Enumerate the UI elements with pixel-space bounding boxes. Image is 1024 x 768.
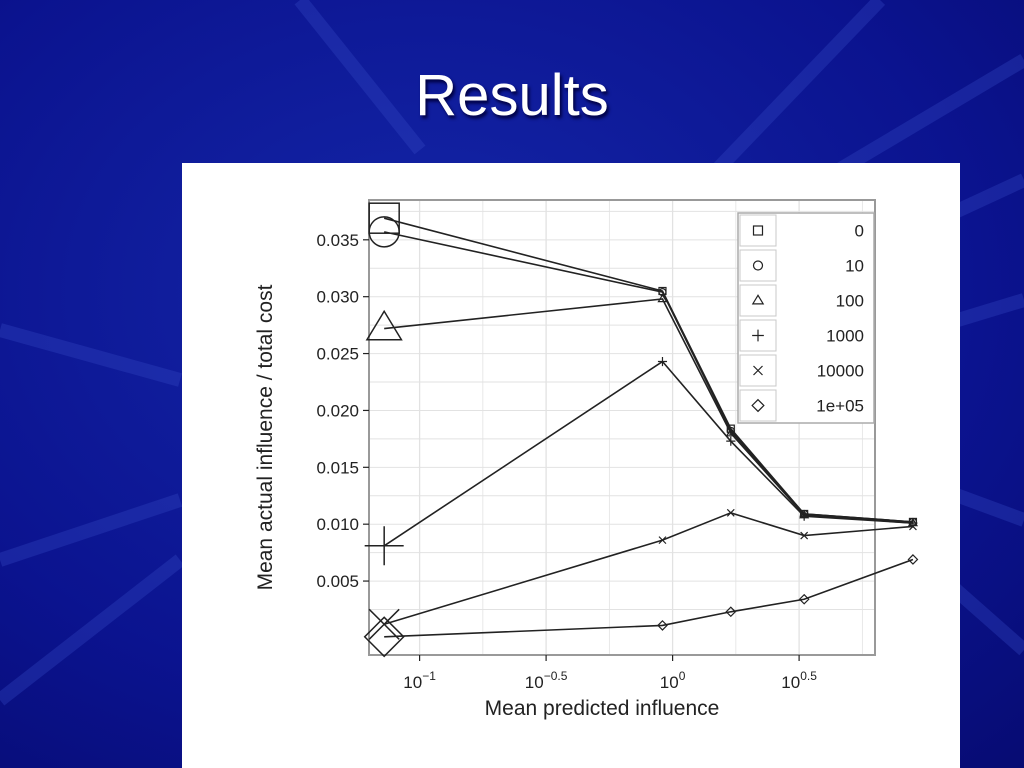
series-diamond [363, 554, 919, 658]
legend-label: 1000 [826, 327, 864, 346]
x-tick-label: 100.5 [781, 669, 817, 692]
legend-marker [752, 329, 764, 342]
y-tick-label: 0.010 [316, 515, 359, 534]
legend-marker [753, 365, 763, 376]
data-point [363, 616, 405, 658]
data-point [726, 426, 735, 436]
legend-marker [752, 225, 764, 236]
data-point [657, 293, 668, 303]
plot-frame [368, 199, 876, 656]
data-point [365, 309, 403, 341]
data-point [907, 554, 919, 565]
data-point [368, 608, 400, 640]
legend-label: 10000 [817, 362, 864, 381]
chart-panel: 0.005 0.010 0.015 0.020 0.025 0.030 0.035 10−1 1… [182, 163, 960, 768]
y-tick-label: 0.020 [316, 401, 359, 420]
y-tick-label: 0.035 [316, 231, 359, 250]
legend-label: 10 [845, 257, 864, 276]
x-axis-title: Mean predicted influence [485, 697, 720, 720]
data-point [726, 508, 735, 517]
y-tick-label: 0.005 [316, 572, 359, 591]
data-point [368, 216, 400, 248]
y-tick-label: 0.030 [316, 288, 359, 307]
legend-key-box [739, 389, 777, 422]
data-point [799, 511, 809, 521]
legend-box [737, 212, 875, 424]
legend-marker [751, 294, 765, 305]
data-point [909, 522, 917, 531]
x-tick-label: 100 [660, 669, 686, 692]
legend-label: 100 [836, 292, 864, 311]
data-point [725, 606, 737, 618]
legend-marker [752, 260, 764, 271]
legend-key-box [739, 354, 777, 387]
data-point [657, 620, 668, 631]
data-point [800, 531, 809, 540]
series-line [384, 231, 914, 523]
legend-label: 0 [855, 222, 864, 241]
data-point [657, 356, 668, 367]
data-point [364, 526, 404, 566]
legend-key-box [739, 319, 777, 352]
legend: 0 10 100 1000 10000 1e+05 [737, 212, 875, 424]
y-tick-label: 0.015 [316, 458, 359, 477]
legend-marker [751, 398, 765, 413]
legend-key-box [739, 249, 777, 282]
data-point [658, 536, 667, 545]
legend-label: 1e+05 [816, 397, 864, 416]
data-point [725, 428, 736, 437]
legend-key-box [739, 214, 777, 247]
y-axis-title: Mean actual influence / total cost [254, 284, 277, 590]
line-chart: 0.005 0.010 0.015 0.020 0.025 0.030 0.035 10−1 1… [254, 199, 919, 720]
slide-title: Results [415, 63, 609, 128]
series-line [384, 558, 914, 638]
legend-key-box [739, 284, 777, 317]
data-point [726, 436, 736, 446]
x-tick-label: 10−0.5 [525, 669, 568, 692]
x-tick-label: 10−1 [403, 669, 436, 692]
data-point [368, 202, 400, 234]
data-point [798, 593, 810, 605]
series-cross [368, 508, 917, 640]
y-tick-label: 0.025 [316, 345, 359, 364]
